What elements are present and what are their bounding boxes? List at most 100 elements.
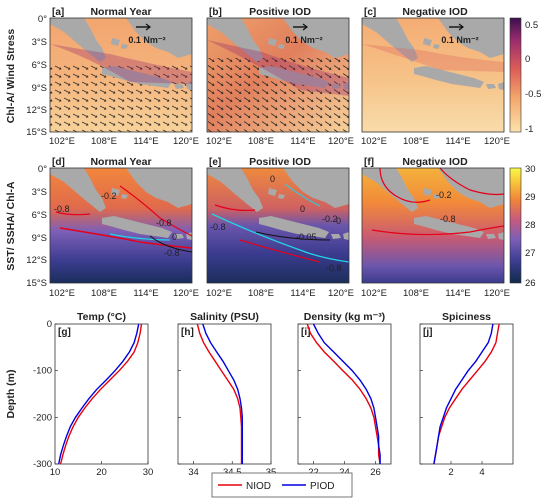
x-tick-c-2: 114°E (445, 136, 470, 147)
profile-ytick-1: -100 (33, 366, 52, 377)
x-tick-e-0: 102°E (206, 288, 232, 299)
profile-panel-1: Salinity (PSU) [h] 34 34.5 35 (177, 311, 276, 478)
panel-title-e: Positive IOD (249, 156, 311, 168)
profile-xtick-0-1: 20 (96, 467, 107, 478)
contour-label-e-1: 0 (336, 216, 341, 226)
profile-panel-3: Spiciness [j] 2 4 (419, 311, 514, 478)
profile-ytick-2: -200 (33, 412, 52, 423)
y-tick-r1-1: 3°S (32, 37, 47, 48)
y-tick-r2-2: 6°S (32, 210, 47, 221)
legend: NIOD PIOD (211, 472, 353, 498)
contour-label-f-0: -0.2 (436, 190, 452, 200)
map-panel-a: [a] Normal Year 0.1 Nm⁻² (49, 6, 193, 133)
x-tick-a-1: 108°E (91, 136, 117, 147)
profile-letter-3: [j] (423, 327, 432, 338)
contour-label-e-2: -0.8 (210, 222, 226, 232)
cb2-tick-0: 30 (525, 164, 536, 175)
profile-ytick-0: 0 (47, 319, 52, 330)
profile-xtick-2-0: 22 (308, 467, 319, 478)
y-tick-r2-4: 12°S (26, 255, 47, 266)
x-tick-e-1: 108°E (248, 288, 274, 299)
profile-xtick-2-2: 26 (370, 467, 381, 478)
profile-frame-0 (54, 323, 149, 465)
colorbar-chl: 0.5 0 -0.5 -1 (509, 17, 541, 135)
map-panel-f: [f] Negative IOD -0.2 -0.8 (361, 156, 505, 284)
x-tick-f-0: 102°E (361, 288, 387, 299)
x-tick-f-2: 114°E (445, 288, 470, 299)
x-tick-a-2: 114°E (133, 136, 158, 147)
profile-ylabel: Depth (m) (5, 370, 17, 419)
x-tick-d-3: 120°E (173, 288, 199, 299)
panel-title-d: Normal Year (90, 156, 151, 168)
x-tick-a-3: 120°E (173, 136, 199, 147)
x-tick-d-0: 102°E (49, 288, 75, 299)
x-tick-c-0: 102°E (361, 136, 387, 147)
contour-label-d-1: -0.8 (54, 204, 70, 214)
profile-letter-1: [h] (181, 327, 194, 338)
contour-label-d-3: -0.8 (164, 248, 180, 258)
profile-xtick-3-1: 4 (479, 467, 484, 478)
panel-letter-d: [d] (52, 157, 65, 168)
cb1-tick-2: -0.5 (525, 89, 541, 100)
x-tick-e-2: 114°E (290, 288, 315, 299)
legend-label-niod: NIOD (246, 481, 271, 492)
y-tick-r2-0: 0° (38, 164, 47, 175)
legend-label-piod: PIOD (310, 481, 334, 492)
x-tick-e-3: 120°E (328, 288, 354, 299)
profile-panel-2: Density (kg m⁻³) [i] 22 24 26 (297, 311, 392, 478)
y-tick-r1-2: 6°S (32, 60, 47, 71)
profile-line-piod-3 (433, 323, 494, 465)
y-tick-r1-3: 9°S (32, 83, 47, 94)
row-label-2: SST/ SSHA/ Chl-A (5, 181, 17, 271)
contour-label-d-2: -0.8 (156, 218, 172, 228)
y-tick-r2-3: 9°S (32, 233, 47, 244)
x-tick-f-1: 108°E (403, 288, 429, 299)
cb2-tick-3: 27 (525, 248, 536, 259)
map-panel-d: [d] Normal Year -0.2 -0.8 -0.8 -0.8 0 (49, 156, 193, 284)
panel-letter-c: [c] (364, 7, 376, 18)
x-tick-a-0: 102°E (49, 136, 75, 147)
panel-letter-b: [b] (209, 7, 222, 18)
profile-line-niod-0 (59, 323, 143, 465)
profile-letter-2: [i] (301, 327, 310, 338)
x-tick-d-2: 114°E (133, 288, 158, 299)
row-label-1: Chl-A/ Wind Stress (5, 29, 17, 124)
x-tick-f-3: 120°E (484, 288, 510, 299)
profile-xtick-1-0: 34 (188, 467, 199, 478)
y-tick-r2-1: 3°S (32, 187, 47, 198)
profile-xtick-0-0: 10 (50, 467, 61, 478)
profile-frame-3 (419, 323, 514, 465)
profile-line-piod-0 (58, 323, 140, 465)
cb2-tick-4: 26 (525, 278, 536, 289)
cb1-tick-3: -1 (525, 124, 533, 135)
contour-label-f-1: -0.8 (440, 214, 456, 224)
profile-line-piod-1 (202, 323, 244, 464)
x-tick-b-3: 120°E (328, 136, 354, 147)
contour-label-e-6: 0 (300, 204, 305, 214)
map-panel-e: [e] Positive IOD 0 0 -0.8 -0.05 -0.8 -0.… (206, 156, 350, 284)
contour-label-e-4: -0.8 (326, 263, 342, 273)
x-tick-b-0: 102°E (206, 136, 232, 147)
map-panel-b: [b] Positive IOD 0.1 Nm⁻² (206, 6, 350, 133)
wind-ref-label-c: 0.1 Nm⁻² (441, 35, 478, 45)
cb2-tick-1: 29 (525, 192, 536, 203)
profile-xtick-2-1: 24 (339, 467, 350, 478)
y-tick-r1-5: 15°S (26, 127, 47, 138)
y-tick-r2-5: 15°S (26, 278, 47, 289)
profile-xtick-3-0: 2 (448, 467, 453, 478)
panel-letter-e: [e] (209, 157, 221, 168)
colorbar-sst: 30 29 28 27 26 (509, 164, 536, 289)
wind-ref-label-b: 0.1 Nm⁻² (285, 35, 322, 45)
row1-axis-ticks: 0° 3°S 6°S 9°S 12°S 15°S 102°E 108°E 114… (26, 14, 510, 147)
panel-letter-f: [f] (364, 157, 374, 168)
map-panel-c: [c] Negative IOD 0.1 Nm⁻² (361, 6, 505, 133)
y-tick-r1-4: 12°S (26, 105, 47, 116)
profile-letter-0: [g] (58, 327, 71, 338)
profile-frame-1 (177, 323, 272, 465)
y-tick-r1-0: 0° (38, 14, 47, 25)
contour-label-e-0: 0 (270, 174, 275, 184)
profile-line-niod-1 (196, 323, 243, 464)
cb2-tick-2: 28 (525, 220, 536, 231)
profile-title-1: Salinity (PSU) (190, 311, 259, 323)
